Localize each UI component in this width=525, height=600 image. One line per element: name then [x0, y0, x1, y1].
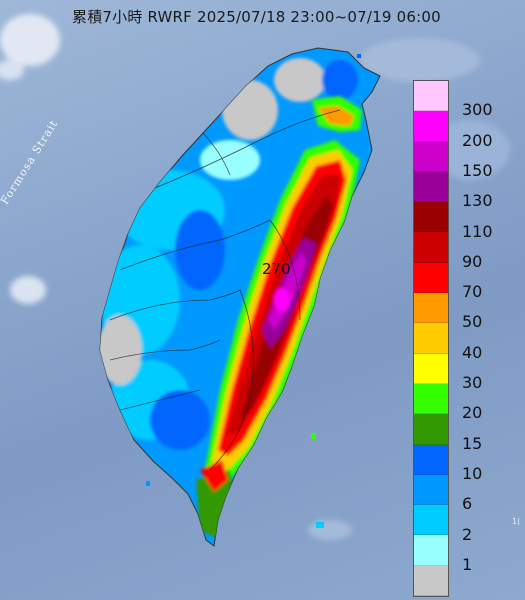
- legend-swatch: [414, 293, 448, 324]
- legend-label: 2: [462, 524, 473, 544]
- legend-label: 300: [462, 100, 493, 120]
- map-title: 累積7小時 RWRF 2025/07/18 23:00~07/19 06:00: [72, 8, 441, 26]
- legend-label: 30: [462, 373, 483, 392]
- legend-label: 130: [462, 191, 493, 211]
- legend-swatch: [414, 323, 448, 354]
- sea-rain-cell: [146, 481, 150, 486]
- legend-swatch: [414, 81, 448, 112]
- legend-swatch: [414, 444, 448, 475]
- legend-label: 40: [462, 342, 483, 362]
- legend-swatch: [414, 262, 448, 294]
- sea-rain-cell: [357, 54, 361, 58]
- legend-swatch: [414, 505, 448, 536]
- legend-swatch: [414, 353, 448, 384]
- legend-label: 15: [462, 433, 483, 453]
- legend-label: 6: [462, 494, 473, 514]
- rainfall-field: [100, 58, 362, 540]
- legend-swatch: [414, 232, 448, 263]
- legend-swatch: [414, 171, 448, 203]
- legend-swatch: [414, 535, 448, 566]
- legend-label: 50: [462, 312, 483, 332]
- legend-swatch: [414, 565, 448, 597]
- legend-label: 150: [462, 160, 493, 180]
- sea-rain-cell: [316, 522, 324, 528]
- legend-label: 110: [462, 221, 493, 241]
- legend-swatch: [414, 141, 448, 172]
- legend-swatch: [414, 414, 448, 445]
- legend-label: 10: [462, 463, 483, 483]
- sea-clouds: [0, 14, 510, 540]
- legend-swatch: [414, 111, 448, 142]
- peak-value-label: 270: [262, 260, 291, 278]
- legend-label: 1: [462, 554, 473, 574]
- legend-label: 70: [462, 282, 483, 302]
- sea-rain-cell: [311, 433, 316, 439]
- legend-swatch: [414, 383, 448, 415]
- corner-mark: 1(: [512, 517, 521, 526]
- legend-label: 200: [462, 130, 493, 150]
- legend-label: 20: [462, 403, 483, 423]
- legend-label: 90: [462, 251, 483, 271]
- legend-swatch: [414, 474, 448, 506]
- legend-swatch: [414, 202, 448, 233]
- county-boundaries: [109, 109, 341, 471]
- color-legend: [413, 80, 449, 598]
